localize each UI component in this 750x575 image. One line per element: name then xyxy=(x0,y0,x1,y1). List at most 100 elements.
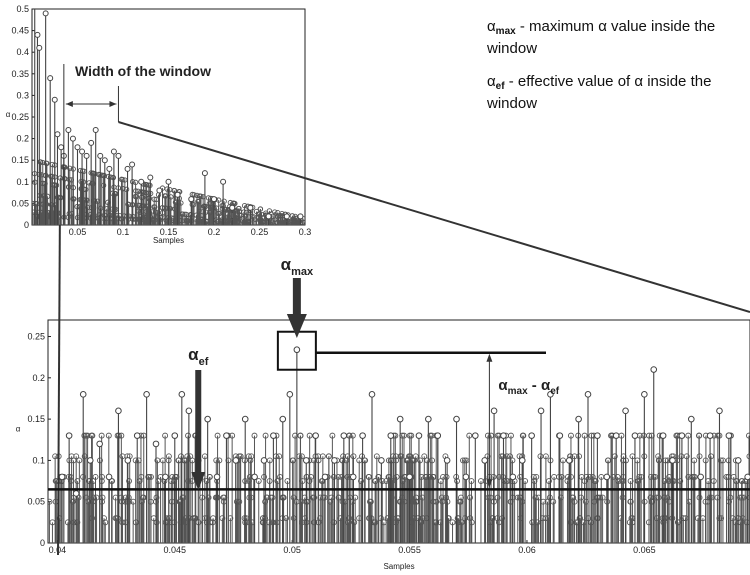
noise-marker xyxy=(248,453,255,460)
noise-marker xyxy=(299,478,306,485)
noise-marker xyxy=(484,432,491,439)
noise-marker xyxy=(227,515,234,522)
x-tick-label: 0.055 xyxy=(398,545,421,555)
stem-marker xyxy=(241,415,249,423)
noise-marker xyxy=(96,212,102,218)
stem-marker xyxy=(229,204,236,211)
noise-marker xyxy=(232,208,239,214)
alpha-max-arrow-shaft xyxy=(292,278,301,318)
stem-marker xyxy=(631,432,639,439)
noise-marker xyxy=(539,515,546,522)
noise-marker xyxy=(438,494,445,501)
noise-marker xyxy=(247,457,254,464)
noise-marker xyxy=(126,478,133,485)
noise-marker xyxy=(487,494,494,501)
noise-marker xyxy=(114,432,121,439)
stem-marker xyxy=(129,161,136,168)
stem-marker xyxy=(251,473,258,481)
noise-marker xyxy=(359,453,365,460)
noise-marker xyxy=(105,199,111,205)
noise-marker xyxy=(652,473,659,480)
stem-marker xyxy=(147,174,154,181)
stem-marker xyxy=(481,457,488,464)
noise-marker xyxy=(589,473,596,480)
noise-marker xyxy=(349,432,356,439)
stem-marker xyxy=(47,75,54,82)
noise-marker xyxy=(201,203,207,209)
noise-marker xyxy=(330,473,337,480)
stem-marker xyxy=(138,178,145,185)
noise-marker xyxy=(242,213,248,219)
stem-marker xyxy=(500,432,507,439)
noise-marker xyxy=(197,216,204,222)
noise-marker xyxy=(181,457,188,464)
noise-marker xyxy=(454,478,461,485)
noise-marker xyxy=(423,473,430,480)
noise-marker xyxy=(356,457,363,464)
noise-marker xyxy=(335,473,342,480)
noise-marker xyxy=(427,473,434,480)
stem-marker xyxy=(678,432,686,439)
noise-marker xyxy=(248,494,255,501)
noise-marker xyxy=(66,176,72,183)
y-tick-label: 0.2 xyxy=(16,134,29,144)
noise-marker xyxy=(151,196,157,202)
stem-marker xyxy=(286,391,294,398)
noise-marker xyxy=(514,494,521,501)
noise-marker xyxy=(189,457,196,464)
noise-marker xyxy=(182,515,189,522)
noise-marker xyxy=(335,494,342,501)
noise-marker xyxy=(143,182,150,188)
noise-marker xyxy=(636,473,643,480)
noise-marker xyxy=(226,214,232,221)
stem-marker xyxy=(51,96,58,103)
noise-marker xyxy=(297,432,304,439)
stem-marker xyxy=(349,473,357,481)
noise-marker xyxy=(534,519,541,526)
noise-marker xyxy=(274,478,281,485)
noise-marker xyxy=(389,478,396,485)
noise-marker xyxy=(67,473,74,480)
noise-marker xyxy=(407,453,413,460)
window-width-arrowhead-left xyxy=(65,101,73,107)
noise-marker xyxy=(78,197,85,203)
difference-arrowhead-top xyxy=(486,353,493,362)
stem-marker xyxy=(490,407,498,415)
noise-marker xyxy=(340,453,347,460)
stem-marker xyxy=(406,473,413,481)
noise-marker xyxy=(81,432,88,439)
stem-marker xyxy=(706,432,714,439)
stem-marker xyxy=(556,432,564,439)
noise-marker xyxy=(408,432,415,439)
noise-marker xyxy=(255,478,262,485)
noise-marker xyxy=(212,494,219,501)
noise-marker xyxy=(165,457,172,464)
noise-marker xyxy=(466,432,473,439)
legend-alpha-ef-text: - effective value of α inside the window xyxy=(487,73,712,112)
stem-marker xyxy=(415,432,423,439)
overview-stems xyxy=(32,9,305,225)
noise-marker xyxy=(611,453,618,460)
noise-marker xyxy=(77,167,84,174)
noise-marker xyxy=(71,196,77,202)
zoom-panel: 0.040.0450.050.0550.060.06500.050.10.150… xyxy=(16,319,750,571)
noise-marker xyxy=(241,202,248,209)
legend-alpha-ef-symbol: α xyxy=(487,73,496,90)
y-axis-label: α xyxy=(6,110,11,119)
noise-marker xyxy=(236,212,243,219)
stem-marker xyxy=(725,432,733,439)
difference-label: αmax - αef xyxy=(498,377,559,397)
noise-marker xyxy=(162,432,169,439)
x-tick-label: 0.15 xyxy=(160,227,178,237)
noise-marker xyxy=(227,199,233,206)
noise-marker xyxy=(290,216,296,222)
noise-marker xyxy=(463,457,470,464)
noise-marker xyxy=(187,216,193,222)
noise-marker xyxy=(83,186,89,193)
noise-marker xyxy=(76,457,83,464)
y-tick-label: 0.25 xyxy=(27,332,45,342)
y-tick-label: 0.2 xyxy=(32,373,45,383)
noise-marker xyxy=(708,453,714,460)
difference-arrowhead-bottom xyxy=(486,479,493,488)
x-tick-label: 0.05 xyxy=(283,545,301,555)
